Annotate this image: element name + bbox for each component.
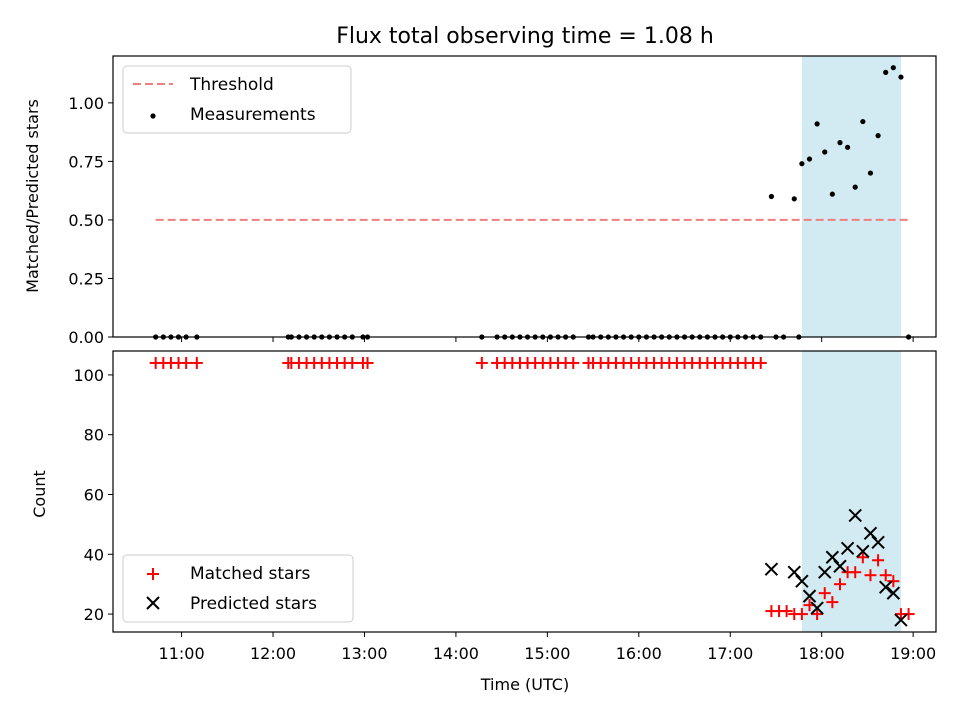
matched-star-point [754, 356, 767, 369]
bottom-axes-frame [112, 350, 937, 633]
bottom-y-tick-label: 20 [84, 605, 104, 624]
bottom-x-tick-label: 11:00 [159, 644, 205, 663]
matched-star-point [833, 578, 846, 591]
measurement-point [875, 133, 881, 139]
top-x-axis [181, 337, 914, 342]
measurement-point [822, 149, 828, 155]
measurement-point [890, 65, 896, 71]
top-y-axis-label: Matched/Predicted stars [23, 99, 42, 293]
legend-measurements-label: Measurements [190, 105, 316, 125]
top-panel: 0.00 0.25 0.50 0.75 1.00 Matched/Predicted s… [23, 55, 937, 347]
bottom-x-tick-label: 16:00 [616, 644, 662, 663]
predicted-star-point [840, 541, 855, 556]
matched-star-point [475, 356, 488, 369]
predicted-star-point [818, 565, 832, 579]
measurement-point [829, 191, 835, 197]
matched-star-point [849, 566, 862, 579]
predicted-star-point [795, 574, 809, 588]
top-y-tick-label: 0.25 [68, 269, 104, 288]
predicted-star-point [764, 562, 779, 576]
bottom-legend-box [122, 554, 354, 623]
top-y-tick-label: 0.00 [68, 328, 104, 347]
bottom-y-axis: 20 40 60 80 100 [73, 366, 113, 624]
predicted-star-point [871, 535, 885, 550]
legend-matched-swatch [147, 568, 159, 580]
measurement-point [768, 193, 775, 200]
bottom-marks [149, 356, 915, 627]
measurement-point [799, 161, 805, 167]
top-y-tick-label: 0.75 [68, 152, 104, 171]
legend-matched-label: Matched stars [190, 564, 310, 584]
bottom-x-tick-label: 19:00 [890, 644, 936, 663]
measurement-point [814, 121, 820, 127]
predicted-star-point [833, 559, 847, 573]
measurement-point [860, 118, 866, 125]
predicted-star-point [856, 544, 870, 558]
bottom-legend: Matched stars Predicted stars [122, 554, 354, 623]
chart-title: Flux total observing time = 1.08 h [336, 24, 714, 49]
measurement-point [867, 170, 874, 176]
matched-star-point [346, 356, 359, 369]
bottom-y-tick-label: 40 [84, 545, 104, 564]
matched-star-point [818, 587, 831, 600]
bottom-x-tick-label: 13:00 [341, 644, 387, 663]
measurement-point [806, 156, 813, 162]
predicted-star-point [802, 589, 817, 603]
legend-measurements-swatch [150, 113, 156, 119]
measurement-point [845, 144, 851, 150]
predicted-star-point [848, 508, 862, 523]
bottom-x-tick-label: 12:00 [250, 644, 296, 663]
matched-star-point [567, 356, 580, 369]
matched-star-point [887, 575, 900, 588]
bottom-y-tick-label: 80 [84, 426, 104, 445]
bottom-shaded-region [801, 351, 901, 632]
legend-predicted-label: Predicted stars [190, 594, 317, 614]
matched-star-point [879, 569, 892, 582]
predicted-star-point [894, 613, 908, 627]
measurement-point [791, 196, 797, 202]
matched-star-point [826, 596, 839, 609]
matched-star-point [856, 551, 869, 564]
legend-threshold-label: Threshold [189, 75, 274, 95]
top-legend: Threshold Measurements [122, 65, 352, 134]
bottom-y-tick-label: 60 [84, 485, 104, 504]
legend-predicted-swatch [146, 596, 160, 610]
bottom-y-axis-label: Count [30, 470, 49, 518]
predicted-star-point [878, 580, 893, 594]
predicted-star-point [810, 601, 824, 615]
top-axes-frame [112, 55, 937, 338]
matched-star-point [811, 608, 824, 621]
bottom-x-tick-label: 15:00 [524, 644, 570, 663]
predicted-star-point [886, 586, 901, 600]
top-y-tick-label: 1.00 [68, 94, 104, 113]
bottom-x-axis: 11:00 12:00 13:00 14:00 15:00 16:00 17:00 18:00… [159, 632, 936, 663]
matched-star-point [872, 554, 885, 567]
measurement-point [852, 184, 858, 190]
matched-star-point [780, 605, 793, 618]
matched-star-point [864, 569, 877, 582]
bottom-panel: 20 40 60 80 100 11:00 12:00 13:00 14:00 15:00 16:… [30, 350, 937, 694]
bottom-x-tick-label: 17:00 [707, 644, 753, 663]
bottom-x-tick-label: 18:00 [799, 644, 845, 663]
matched-star-point [180, 356, 193, 369]
measurement-point [898, 74, 904, 80]
bottom-x-tick-label: 14:00 [433, 644, 479, 663]
matched-star-point [190, 356, 203, 369]
top-y-axis: 0.00 0.25 0.50 0.75 1.00 [68, 94, 113, 347]
matched-star-point [361, 356, 374, 369]
matched-star-point [902, 608, 915, 621]
top-shaded-region [801, 56, 901, 337]
measurement-point [883, 69, 889, 75]
top-y-tick-label: 0.50 [68, 211, 104, 230]
bottom-x-axis-label: Time (UTC) [480, 675, 569, 694]
measurement-point [837, 140, 843, 146]
matched-star-point [795, 608, 808, 621]
bottom-y-tick-label: 100 [73, 366, 104, 385]
top-legend-box [122, 65, 352, 134]
